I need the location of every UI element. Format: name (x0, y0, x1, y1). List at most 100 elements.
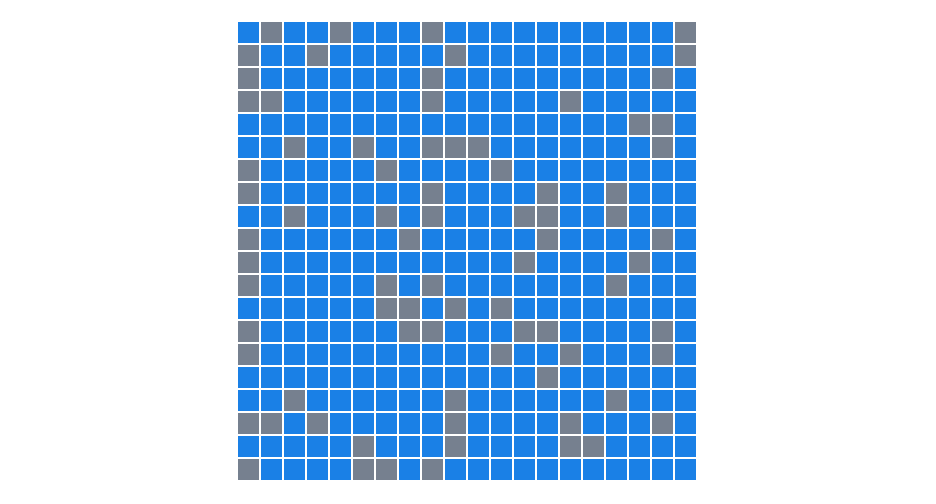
blocked-tile[interactable] (491, 298, 512, 319)
open-tile[interactable] (514, 91, 535, 112)
open-tile[interactable] (491, 206, 512, 227)
blocked-tile[interactable] (422, 206, 443, 227)
open-tile[interactable] (583, 459, 604, 480)
blocked-tile[interactable] (652, 229, 673, 250)
open-tile[interactable] (560, 45, 581, 66)
open-tile[interactable] (629, 91, 650, 112)
blocked-tile[interactable] (652, 344, 673, 365)
blocked-tile[interactable] (238, 160, 259, 181)
open-tile[interactable] (675, 183, 696, 204)
open-tile[interactable] (261, 68, 282, 89)
blocked-tile[interactable] (491, 344, 512, 365)
blocked-tile[interactable] (261, 413, 282, 434)
open-tile[interactable] (629, 367, 650, 388)
blocked-tile[interactable] (514, 206, 535, 227)
blocked-tile[interactable] (652, 114, 673, 135)
blocked-tile[interactable] (422, 183, 443, 204)
open-tile[interactable] (491, 275, 512, 296)
open-tile[interactable] (491, 252, 512, 273)
blocked-tile[interactable] (514, 252, 535, 273)
open-tile[interactable] (606, 298, 627, 319)
open-tile[interactable] (652, 206, 673, 227)
open-tile[interactable] (629, 459, 650, 480)
open-tile[interactable] (376, 413, 397, 434)
open-tile[interactable] (330, 413, 351, 434)
open-tile[interactable] (675, 91, 696, 112)
open-tile[interactable] (560, 252, 581, 273)
blocked-tile[interactable] (537, 206, 558, 227)
open-tile[interactable] (399, 183, 420, 204)
open-tile[interactable] (583, 91, 604, 112)
open-tile[interactable] (399, 252, 420, 273)
open-tile[interactable] (422, 344, 443, 365)
blocked-tile[interactable] (399, 229, 420, 250)
open-tile[interactable] (399, 459, 420, 480)
open-tile[interactable] (445, 459, 466, 480)
open-tile[interactable] (238, 206, 259, 227)
open-tile[interactable] (445, 321, 466, 342)
open-tile[interactable] (376, 183, 397, 204)
open-tile[interactable] (307, 68, 328, 89)
open-tile[interactable] (353, 344, 374, 365)
open-tile[interactable] (606, 321, 627, 342)
open-tile[interactable] (399, 114, 420, 135)
open-tile[interactable] (261, 436, 282, 457)
open-tile[interactable] (261, 344, 282, 365)
open-tile[interactable] (560, 321, 581, 342)
open-tile[interactable] (330, 160, 351, 181)
open-tile[interactable] (376, 252, 397, 273)
open-tile[interactable] (261, 275, 282, 296)
open-tile[interactable] (652, 45, 673, 66)
open-tile[interactable] (537, 68, 558, 89)
open-tile[interactable] (675, 68, 696, 89)
open-tile[interactable] (468, 229, 489, 250)
open-tile[interactable] (284, 321, 305, 342)
blocked-tile[interactable] (376, 275, 397, 296)
blocked-tile[interactable] (353, 436, 374, 457)
open-tile[interactable] (353, 160, 374, 181)
open-tile[interactable] (399, 68, 420, 89)
open-tile[interactable] (629, 160, 650, 181)
open-tile[interactable] (330, 114, 351, 135)
open-tile[interactable] (399, 91, 420, 112)
blocked-tile[interactable] (422, 91, 443, 112)
open-tile[interactable] (629, 298, 650, 319)
open-tile[interactable] (330, 436, 351, 457)
open-tile[interactable] (675, 436, 696, 457)
open-tile[interactable] (560, 229, 581, 250)
open-tile[interactable] (261, 137, 282, 158)
open-tile[interactable] (514, 137, 535, 158)
open-tile[interactable] (491, 22, 512, 43)
open-tile[interactable] (307, 206, 328, 227)
open-tile[interactable] (238, 22, 259, 43)
open-tile[interactable] (261, 321, 282, 342)
open-tile[interactable] (376, 436, 397, 457)
open-tile[interactable] (422, 367, 443, 388)
open-tile[interactable] (399, 436, 420, 457)
open-tile[interactable] (376, 137, 397, 158)
open-tile[interactable] (353, 22, 374, 43)
open-tile[interactable] (284, 68, 305, 89)
blocked-tile[interactable] (445, 45, 466, 66)
open-tile[interactable] (606, 459, 627, 480)
open-tile[interactable] (307, 321, 328, 342)
blocked-tile[interactable] (537, 367, 558, 388)
open-tile[interactable] (330, 367, 351, 388)
open-tile[interactable] (261, 45, 282, 66)
open-tile[interactable] (330, 229, 351, 250)
open-tile[interactable] (468, 160, 489, 181)
open-tile[interactable] (583, 229, 604, 250)
open-tile[interactable] (537, 91, 558, 112)
open-tile[interactable] (537, 436, 558, 457)
open-tile[interactable] (353, 367, 374, 388)
open-tile[interactable] (514, 344, 535, 365)
open-tile[interactable] (238, 114, 259, 135)
open-tile[interactable] (675, 252, 696, 273)
blocked-tile[interactable] (422, 275, 443, 296)
open-tile[interactable] (422, 229, 443, 250)
open-tile[interactable] (376, 22, 397, 43)
open-tile[interactable] (606, 160, 627, 181)
open-tile[interactable] (376, 114, 397, 135)
open-tile[interactable] (560, 390, 581, 411)
blocked-tile[interactable] (376, 206, 397, 227)
